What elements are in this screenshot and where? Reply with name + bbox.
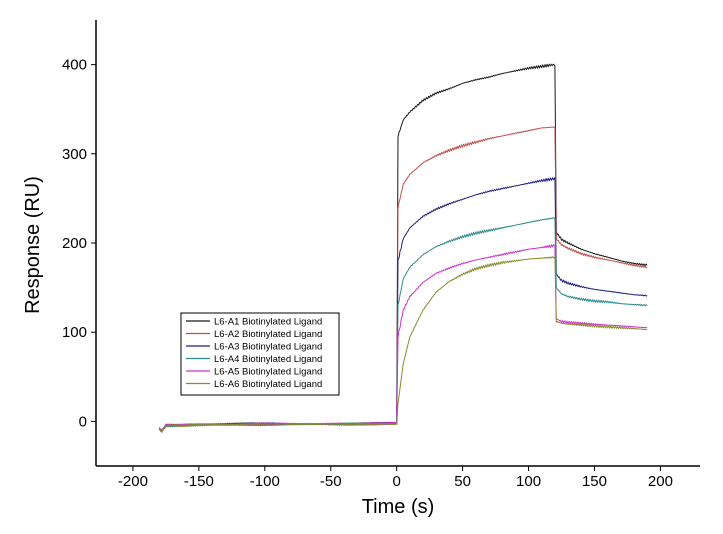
y-tick-label: 300 [62, 146, 87, 163]
series-line-6 [158, 256, 648, 433]
y-tick-label: 100 [62, 324, 87, 341]
x-tick-label: -150 [184, 473, 214, 490]
legend-label: L6-A1 Biotinylated Ligand [214, 317, 322, 328]
x-tick-layer: -200 -150 -100 -50 0 50 100 150 200 [118, 466, 673, 490]
legend-box [180, 312, 340, 396]
y-tick-label: 0 [79, 413, 87, 430]
x-tick-label: 150 [582, 473, 607, 490]
x-tick-label: -100 [250, 473, 280, 490]
series-layer [158, 63, 648, 433]
y-tick-label: 400 [62, 57, 87, 74]
y-tick-layer: 0 100 200 300 400 [62, 57, 96, 430]
x-axis-title: Time (s) [362, 496, 435, 518]
x-tick-label: 0 [393, 473, 401, 490]
x-tick-label: 100 [516, 473, 541, 490]
legend-label: L6-A2 Biotinylated Ligand [214, 329, 322, 340]
x-tick-label: -50 [320, 473, 342, 490]
legend-label: L6-A4 Biotinylated Ligand [214, 354, 322, 365]
series-line-1 [158, 63, 648, 431]
x-tick-label: -200 [118, 473, 148, 490]
y-tick-label: 200 [62, 235, 87, 252]
x-tick-label: 50 [454, 473, 471, 490]
series-line-5 [158, 244, 648, 431]
legend-label: L6-A5 Biotinylated Ligand [214, 367, 322, 378]
y-axis-title: Response (RU) [22, 176, 44, 314]
x-tick-label: 200 [648, 473, 673, 490]
legend-label: L6-A6 Biotinylated Ligand [214, 379, 322, 390]
legend-label: L6-A3 Biotinylated Ligand [214, 342, 322, 353]
